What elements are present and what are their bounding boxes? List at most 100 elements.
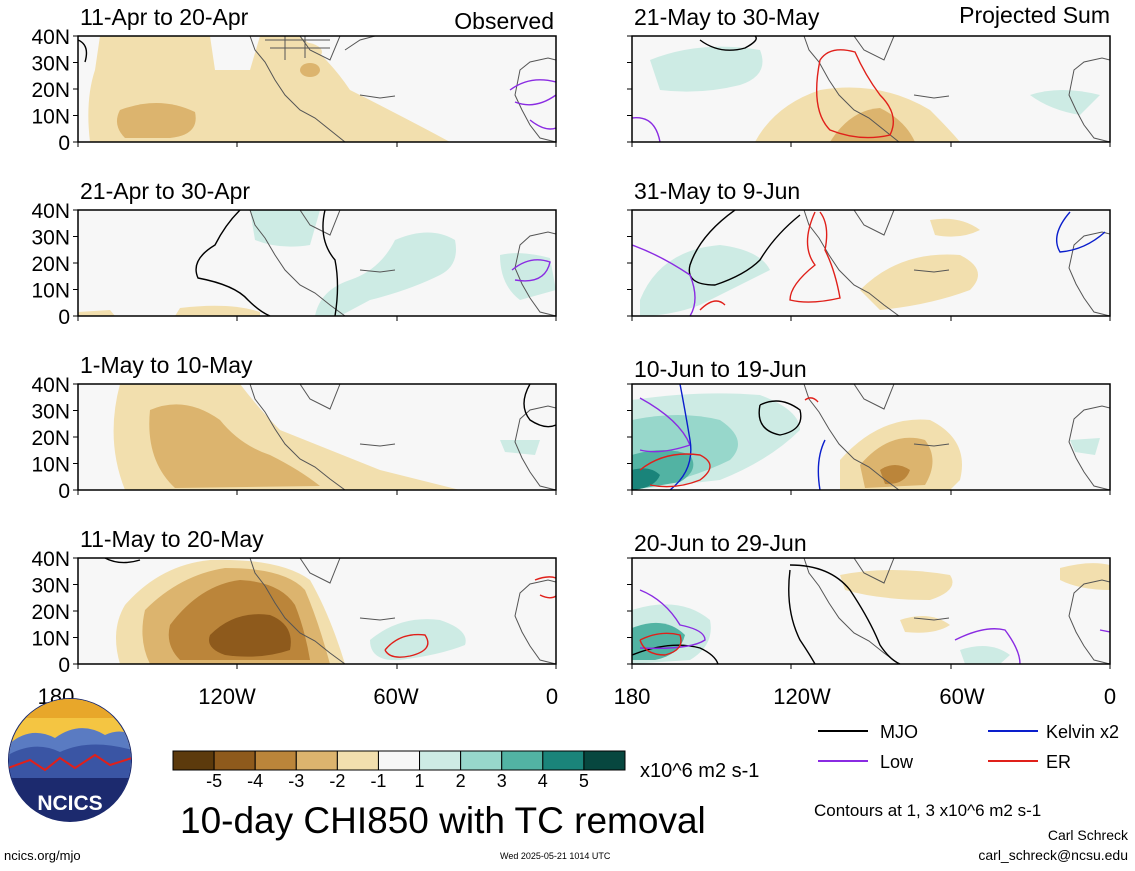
lat-tick-label: 20N — [31, 253, 70, 276]
coastlines — [249, 210, 556, 316]
colorbar-tick-label: -2 — [329, 771, 345, 791]
contour-note: Contours at 1, 3 x10^6 m2 s-1 — [814, 801, 1042, 820]
coastlines — [249, 36, 556, 142]
observed-label: Observed — [454, 8, 554, 34]
colorbar-tick-label: 3 — [497, 771, 507, 791]
map-panel-1 — [77, 35, 557, 143]
axes-layer: 40N 30N 20N 10N 0 40N 30N 20N 10N 0 40N 30N 20N 10N 0 4… — [31, 26, 1116, 709]
legend-label-kelvin: Kelvin x2 — [1046, 722, 1119, 742]
website-link[interactable]: ncics.org/mjo — [4, 848, 81, 863]
lon-tick-label: 60W — [939, 684, 984, 709]
panel-title-6: 31-May to 9-Jun — [634, 178, 800, 204]
lat-tick-label: 20N — [31, 601, 70, 624]
legend-label-low: Low — [880, 752, 914, 772]
map-panel-5 — [631, 35, 1111, 143]
lat-tick-label: 0 — [58, 654, 70, 677]
wave-contours — [632, 36, 894, 142]
lat-tick-label: 40N — [31, 374, 70, 397]
lat-tick-label: 30N — [31, 227, 70, 250]
colorbar-tick-label: 4 — [538, 771, 548, 791]
panel-title-2: 21-Apr to 30-Apr — [80, 178, 250, 204]
lat-tick-label: 40N — [31, 26, 70, 49]
colorbar-swatch — [501, 750, 544, 771]
lat-tick-label: 40N — [31, 548, 70, 571]
colorbar-units: x10^6 m2 s-1 — [640, 760, 760, 782]
panel-title-7: 10-Jun to 19-Jun — [634, 356, 807, 382]
colorbar-tick-label: -3 — [288, 771, 304, 791]
lat-tick-label: 30N — [31, 401, 70, 424]
colorbar-swatch — [583, 750, 626, 771]
lat-tick-label: 30N — [31, 575, 70, 598]
lat-tick-label: 10N — [31, 280, 70, 303]
ncics-logo: NCICS — [8, 698, 132, 822]
colorbar-swatch — [295, 750, 338, 771]
legend-label-er: ER — [1046, 752, 1071, 772]
figure-title: 10-day CHI850 with TC removal — [180, 800, 706, 841]
panel-title-8: 20-Jun to 29-Jun — [634, 530, 807, 556]
colorbar-swatch — [460, 750, 503, 771]
coastlines — [803, 210, 1110, 316]
map-panel-8 — [631, 557, 1111, 665]
lat-tick-label: 10N — [31, 628, 70, 651]
lat-tick-label: 20N — [31, 79, 70, 102]
colorbar-swatch — [377, 750, 421, 771]
panel-title-1: 11-Apr to 20-Apr — [80, 4, 249, 30]
map-panel-3 — [77, 383, 557, 491]
lat-tick-label: 10N — [31, 106, 70, 129]
anomaly-shading — [116, 559, 466, 664]
anomaly-shading — [632, 393, 1100, 490]
coastlines — [249, 558, 556, 664]
lat-tick-label: 40N — [31, 200, 70, 223]
coastlines — [803, 36, 1110, 142]
panel-title-5: 21-May to 30-May — [634, 4, 820, 30]
coastlines — [249, 384, 556, 490]
colorbar-swatch — [254, 750, 297, 771]
anomaly-shading — [113, 384, 540, 490]
wave-legend: MJO Kelvin x2 Low ER — [818, 722, 1119, 772]
lon-tick-label: 0 — [546, 684, 558, 709]
lon-tick-label: 0 — [1104, 684, 1116, 709]
lon-tick-label: 120W — [198, 684, 256, 709]
anomaly-shading — [640, 218, 980, 316]
anomaly-shading — [88, 36, 450, 142]
author-email: carl_schreck@ncsu.edu — [978, 847, 1128, 863]
lat-tick-label: 0 — [58, 480, 70, 503]
map-panel-4 — [77, 557, 557, 665]
lat-tick-label: 10N — [31, 454, 70, 477]
lat-tick-label: 0 — [58, 132, 70, 155]
lat-tick-label: 20N — [31, 427, 70, 450]
colorbar-tick-label: 1 — [415, 771, 425, 791]
lat-tick-label: 0 — [58, 306, 70, 329]
wave-contours — [104, 558, 556, 658]
wave-contours — [632, 210, 1106, 316]
lon-tick-label: 60W — [373, 684, 418, 709]
coastlines — [803, 384, 1110, 490]
map-panel-7 — [631, 383, 1111, 491]
colorbar-swatch — [213, 750, 256, 771]
colorbar-tick-label: -4 — [247, 771, 263, 791]
projected-label: Projected Sum — [959, 2, 1110, 28]
map-panel-6 — [631, 209, 1111, 317]
wave-contours — [195, 210, 551, 316]
map-panel-2 — [77, 209, 557, 317]
lat-tick-label: 30N — [31, 53, 70, 76]
anomaly-shading — [78, 210, 556, 316]
author-name: Carl Schreck — [1047, 827, 1128, 843]
colorbar-swatch — [336, 750, 379, 771]
wave-contours — [523, 384, 556, 428]
panel-title-3: 1-May to 10-May — [80, 352, 253, 378]
anomaly-shading — [650, 46, 1100, 142]
colorbar: -5 -4 -3 -2 -1 1 2 3 4 5 — [172, 750, 626, 791]
wave-contours — [78, 39, 556, 130]
colorbar-swatch — [542, 750, 585, 771]
lon-tick-label: 180 — [614, 684, 651, 709]
panel-title-4: 11-May to 20-May — [80, 526, 264, 552]
coastlines — [803, 558, 1110, 664]
colorbar-tick-label: 5 — [579, 771, 589, 791]
colorbar-tick-label: -5 — [206, 771, 222, 791]
colorbar-swatch — [419, 750, 462, 771]
timestamp: Wed 2025-05-21 1014 UTC — [500, 851, 611, 861]
wave-contours — [632, 564, 1110, 664]
wave-contours — [639, 384, 826, 490]
